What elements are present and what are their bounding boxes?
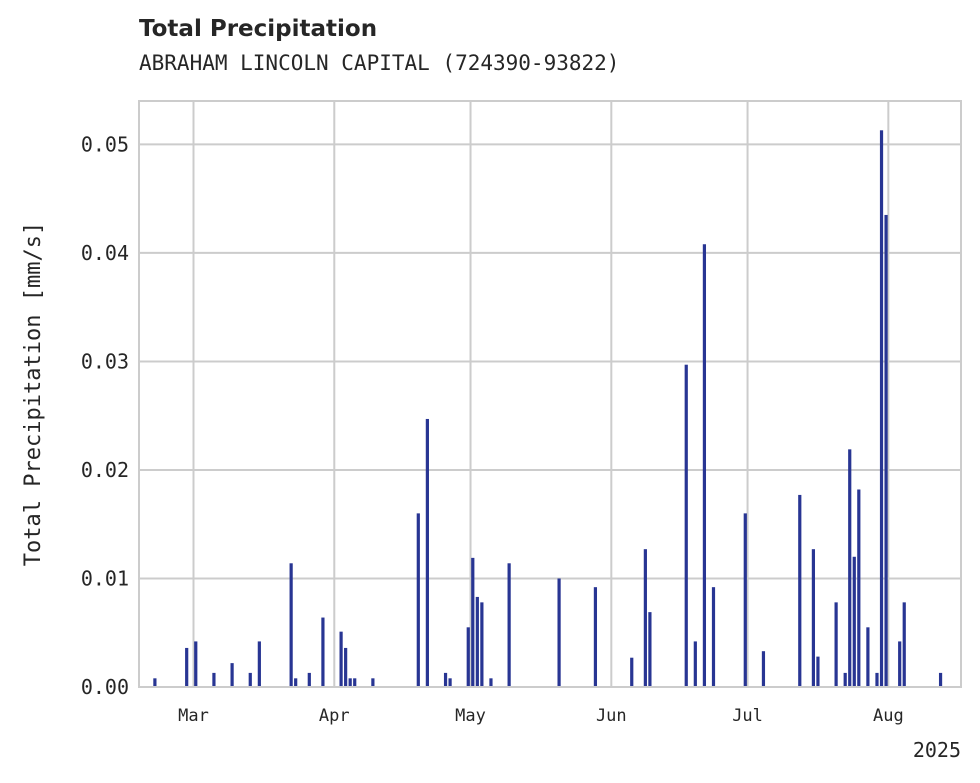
precipitation-bar bbox=[307, 672, 311, 687]
chart-subtitle: ABRAHAM LINCOLN CAPITAL (724390-93822) bbox=[139, 51, 620, 75]
precipitation-bar bbox=[898, 641, 902, 687]
precipitation-bar bbox=[834, 602, 838, 687]
bars bbox=[153, 130, 943, 688]
precipitation-bar bbox=[811, 549, 816, 687]
x-tick-label: Jul bbox=[732, 706, 763, 726]
precipitation-bar bbox=[875, 672, 879, 687]
precipitation-bar bbox=[289, 563, 293, 687]
precipitation-bar bbox=[843, 672, 847, 687]
x-offset-label: 2025 bbox=[913, 738, 961, 762]
precipitation-bar bbox=[866, 627, 870, 687]
plot-frame bbox=[138, 100, 962, 688]
precipitation-bar bbox=[938, 672, 943, 687]
precipitation-bar bbox=[212, 672, 216, 687]
precipitation-bar bbox=[480, 602, 484, 687]
precipitation-bar bbox=[371, 678, 375, 687]
y-tick-label: 0.01 bbox=[81, 566, 129, 590]
precipitation-bar bbox=[425, 418, 429, 687]
precipitation-bar bbox=[471, 557, 475, 687]
y-tick-label: 0.05 bbox=[81, 132, 129, 156]
precipitation-bar bbox=[443, 672, 448, 687]
x-tick-label: May bbox=[455, 706, 486, 726]
precipitation-bar bbox=[857, 489, 861, 687]
y-tick-label: 0.00 bbox=[81, 675, 129, 699]
precipitation-bar bbox=[153, 678, 157, 687]
x-tick-label: Apr bbox=[319, 706, 350, 726]
precipitation-bar bbox=[185, 647, 189, 687]
y-tick-label: 0.02 bbox=[81, 458, 129, 482]
precipitation-bar bbox=[257, 641, 261, 687]
precipitation-bar bbox=[630, 657, 634, 687]
grid bbox=[139, 101, 961, 688]
x-tick-label: Mar bbox=[178, 706, 209, 726]
precipitation-bar bbox=[684, 364, 688, 687]
y-tick-label: 0.03 bbox=[81, 349, 129, 373]
precipitation-bar bbox=[761, 651, 766, 687]
precipitation-bar bbox=[816, 656, 820, 687]
precipitation-bar bbox=[593, 587, 598, 687]
precipitation-bar bbox=[230, 663, 234, 687]
precipitation-bar bbox=[798, 494, 802, 687]
precipitation-bar bbox=[743, 513, 747, 687]
precipitation-bar bbox=[507, 563, 511, 687]
precipitation-bar bbox=[648, 612, 652, 687]
precipitation-bar bbox=[248, 672, 252, 687]
precipitation-bar bbox=[466, 627, 470, 687]
y-axis-label: Total Precipitation [mm/s] bbox=[21, 222, 46, 566]
precipitation-bar bbox=[348, 678, 352, 687]
tick-labels: 0.00 0.01 0.02 0.03 0.04 0.05 Mar Apr May Jun Jul A… bbox=[81, 132, 904, 726]
precipitation-bar bbox=[475, 596, 479, 687]
precipitation-bar bbox=[852, 556, 856, 687]
precipitation-bar bbox=[557, 578, 561, 687]
y-tick-label: 0.04 bbox=[81, 241, 129, 265]
precipitation-bar bbox=[848, 449, 852, 687]
precipitation-bar bbox=[643, 549, 647, 687]
precipitation-bar bbox=[884, 214, 888, 687]
precipitation-bar bbox=[902, 602, 906, 687]
precipitation-bar bbox=[489, 678, 493, 687]
precipitation-bar bbox=[693, 641, 697, 687]
x-tick-label: Aug bbox=[873, 706, 904, 726]
precipitation-bar bbox=[294, 678, 298, 687]
precipitation-bar bbox=[353, 678, 357, 687]
precipitation-bar bbox=[194, 641, 198, 687]
precipitation-bar bbox=[321, 617, 325, 687]
precipitation-bar bbox=[344, 647, 348, 687]
chart-title: Total Precipitation bbox=[139, 16, 378, 42]
x-tick-label: Jun bbox=[596, 706, 627, 726]
precipitation-bar bbox=[879, 130, 884, 688]
precipitation-bar bbox=[702, 244, 707, 687]
precipitation-bar bbox=[448, 678, 452, 687]
precipitation-bar bbox=[416, 513, 420, 687]
precipitation-bar bbox=[711, 587, 716, 687]
precipitation-bar bbox=[339, 631, 343, 687]
